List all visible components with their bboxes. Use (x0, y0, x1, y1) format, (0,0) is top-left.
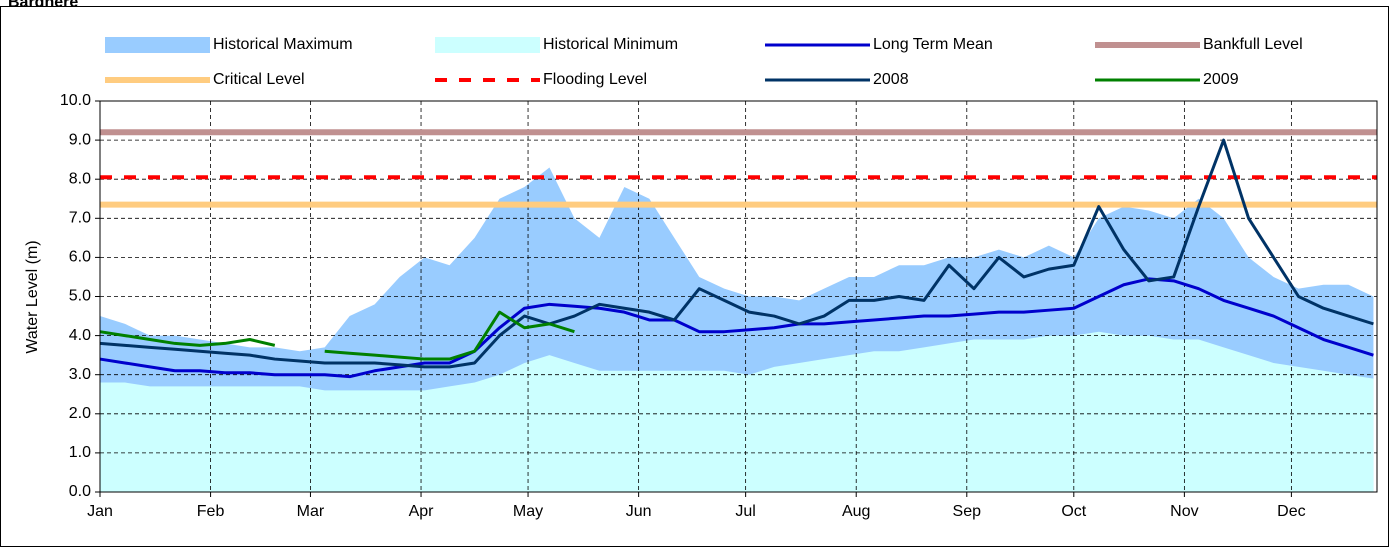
x-tick-label: Apr (409, 503, 435, 520)
chart-title: Bardhere (8, 0, 78, 11)
legend-label: 2009 (1203, 71, 1239, 88)
legend-label: Bankfull Level (1203, 36, 1303, 53)
legend-label: Historical Maximum (213, 36, 353, 53)
series-line (99, 310, 575, 361)
x-tick-label: Nov (1170, 503, 1198, 520)
x-tick-label: Dec (1277, 503, 1305, 520)
x-tick-label: May (513, 503, 543, 520)
series-line (99, 138, 1374, 369)
y-axis-label: Water Level (m) (24, 240, 41, 353)
x-tick-label: Aug (842, 503, 870, 520)
legend-swatch (105, 37, 210, 53)
legend-label: Critical Level (213, 71, 305, 88)
y-tick-label: 7.0 (69, 210, 91, 227)
x-tick-label: Jan (87, 503, 113, 520)
plot-frame (99, 100, 1378, 493)
y-tick-label: 5.0 (69, 288, 91, 305)
x-tick-label: Oct (1061, 503, 1086, 520)
y-tick-label: 1.0 (69, 444, 91, 461)
legend-label: Flooding Level (543, 71, 647, 88)
y-tick-label: 10.0 (60, 92, 91, 109)
y-tick-label: 4.0 (69, 327, 91, 344)
y-tick-label: 8.0 (69, 170, 91, 187)
y-tick-label: 6.0 (69, 249, 91, 266)
x-tick-label: Jun (626, 503, 652, 520)
x-tick-label: Feb (197, 503, 225, 520)
legend-swatch (435, 37, 540, 53)
y-tick-label: 0.0 (69, 483, 91, 500)
y-tick-label: 2.0 (69, 405, 91, 422)
legend-label: Historical Minimum (543, 36, 678, 53)
x-tick-label: Jul (735, 503, 755, 520)
legend-label: 2008 (873, 71, 909, 88)
y-tick-label: 9.0 (69, 131, 91, 148)
legend-label: Long Term Mean (873, 36, 993, 53)
y-tick-label: 3.0 (69, 366, 91, 383)
area (100, 331, 1374, 492)
x-tick-label: Mar (297, 503, 325, 520)
x-tick-label: Sep (953, 503, 982, 520)
